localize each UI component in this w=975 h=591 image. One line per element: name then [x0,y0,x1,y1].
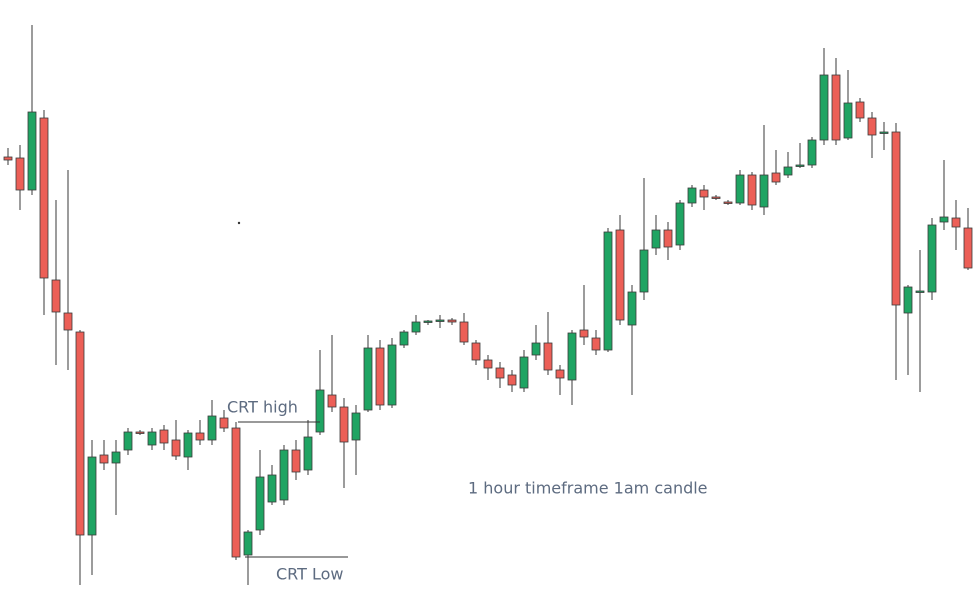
candle-body [147,431,157,446]
candle-body [411,321,421,333]
candle-body [807,139,817,166]
candle-body [831,74,841,141]
candle-body [507,374,517,386]
candle-body [519,356,529,389]
candle-body [723,201,733,204]
candle-body [447,319,457,323]
candle-body [435,319,445,322]
candle-body [915,290,925,293]
dot [237,221,241,225]
candle-body [423,320,433,323]
candle-body [123,431,133,451]
candle-body [591,337,601,351]
candle-body [759,174,769,208]
candle-body [867,117,877,136]
candle-body [735,174,745,204]
candle-body [3,156,13,161]
candle-body [51,279,61,313]
candle-body [663,229,673,248]
candle-body [627,291,637,326]
candle-body [267,474,277,503]
candle-body [819,74,829,141]
candle-body [303,436,313,471]
candle-body [675,202,685,246]
candle-body [483,359,493,369]
candle-body [963,227,973,269]
candle-body [183,432,193,458]
candle-body [75,331,85,536]
candle-body [459,321,469,343]
candle-body [315,389,325,433]
candle-body [243,531,253,556]
candle-body [891,131,901,306]
candle-body [495,367,505,379]
candle-body [135,431,145,434]
candle-body [699,189,709,198]
candle-body [171,439,181,457]
candle-body [387,344,397,406]
candle-body [639,249,649,293]
candle-body [615,229,625,321]
candle-body [351,412,361,441]
candle-body [531,342,541,356]
candle-body [543,342,553,371]
annotation: CRT high [227,398,298,417]
annotation: 1 hour timeframe 1am candle [468,479,708,498]
candle-body [555,369,565,379]
candle-body [63,312,73,331]
candle-body [207,415,217,441]
candle-body [879,131,889,134]
candle-body [795,164,805,167]
candle-body [711,196,721,199]
candle-body [951,217,961,228]
candle-body [339,406,349,443]
candle-body [279,449,289,501]
candle-body [927,224,937,293]
candle-body [327,394,337,408]
candle-body [471,342,481,361]
candle-body [231,427,241,558]
candle-body [363,347,373,411]
candle-body [87,456,97,536]
candle-body [15,157,25,191]
candle-body [195,432,205,441]
candle-body [375,347,385,406]
candle-body [843,102,853,139]
candle-body [783,166,793,176]
candle-body [855,101,865,119]
candle-body [579,329,589,338]
candle-body [399,331,409,346]
candle-body [255,476,265,531]
candle-body [219,417,229,429]
annotation: CRT Low [276,565,344,584]
candle-body [99,454,109,464]
candle-body [603,231,613,351]
candle-body [651,229,661,249]
candle-body [939,216,949,223]
candle-body [27,111,37,191]
candle-body [687,187,697,204]
candle-body [747,174,757,206]
candle-body [291,449,301,473]
candle-body [159,429,169,444]
candle-body [111,451,121,464]
candle-body [39,117,49,279]
candle-body [567,332,577,381]
candle-body [903,286,913,314]
candle-body [771,172,781,183]
